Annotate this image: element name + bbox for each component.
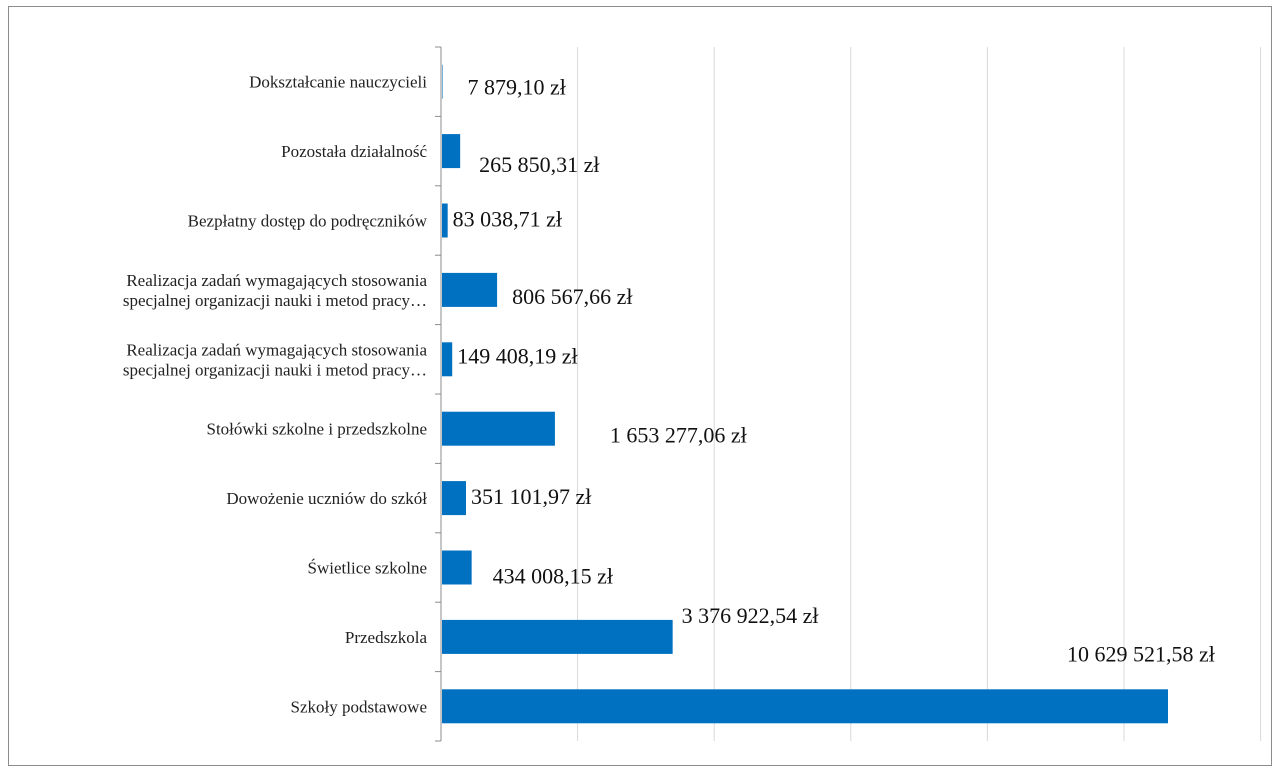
category-label-8: Przedszkola xyxy=(345,628,428,647)
bar-0 xyxy=(442,64,443,99)
bar-1 xyxy=(442,134,461,169)
category-label-0: Dokształcanie nauczycieli xyxy=(249,73,427,92)
bar-7 xyxy=(442,550,472,585)
bar-2 xyxy=(442,203,448,238)
value-label-9: 10 629 521,58 zł xyxy=(1067,641,1215,666)
category-label-2: Bezpłatny dostęp do podręczników xyxy=(188,212,428,231)
value-label-3: 806 567,66 zł xyxy=(512,284,632,309)
category-label-6: Dowożenie uczniów do szkół xyxy=(226,489,427,508)
bar-3 xyxy=(442,272,498,307)
category-label-4-line-0: Realizacja zadań wymagających stosowania xyxy=(126,340,427,359)
value-label-2: 83 038,71 zł xyxy=(453,207,562,232)
value-label-6: 351 101,97 zł xyxy=(471,484,591,509)
category-label-1: Pozostała działalność xyxy=(281,142,427,161)
bar-5 xyxy=(442,411,555,446)
bar-4 xyxy=(442,342,453,377)
category-label-9: Szkoły podstawowe xyxy=(291,697,427,716)
bar-8 xyxy=(442,619,673,654)
value-label-7: 434 008,15 zł xyxy=(493,564,613,589)
value-label-4: 149 408,19 zł xyxy=(457,343,577,368)
value-label-0: 7 879,10 zł xyxy=(468,75,566,100)
value-label-5: 1 653 277,06 zł xyxy=(610,423,747,448)
category-label-5: Stołówki szkolne i przedszkolne xyxy=(207,420,428,439)
bar-chart: Dokształcanie nauczycieli 7 879,10 zł Pozo… xyxy=(123,46,1262,742)
bar-6 xyxy=(442,481,466,516)
chart-frame: Dokształcanie nauczycieli 7 879,10 zł Pozo… xyxy=(8,6,1272,766)
value-label-8: 3 376 922,54 zł xyxy=(682,603,819,628)
category-label-3-line-0: Realizacja zadań wymagających stosowania xyxy=(126,271,427,290)
category-label-4-line-1: specjalnej organizacji nauki i metod pra… xyxy=(123,360,427,379)
value-label-1: 265 850,31 zł xyxy=(479,152,599,177)
bar-9 xyxy=(442,689,1168,724)
category-label-7: Świetlice szkolne xyxy=(308,559,427,578)
category-label-3-line-1: specjalnej organizacji nauki i metod pra… xyxy=(123,291,427,310)
